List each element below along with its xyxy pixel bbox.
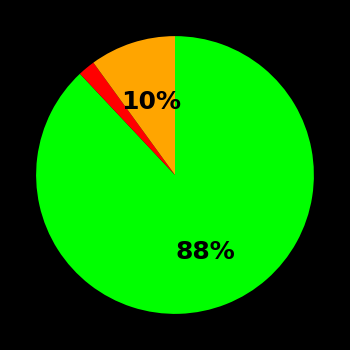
Wedge shape bbox=[36, 36, 314, 314]
Text: 88%: 88% bbox=[176, 240, 236, 265]
Wedge shape bbox=[80, 63, 175, 175]
Wedge shape bbox=[93, 36, 175, 175]
Text: 10%: 10% bbox=[121, 90, 181, 114]
